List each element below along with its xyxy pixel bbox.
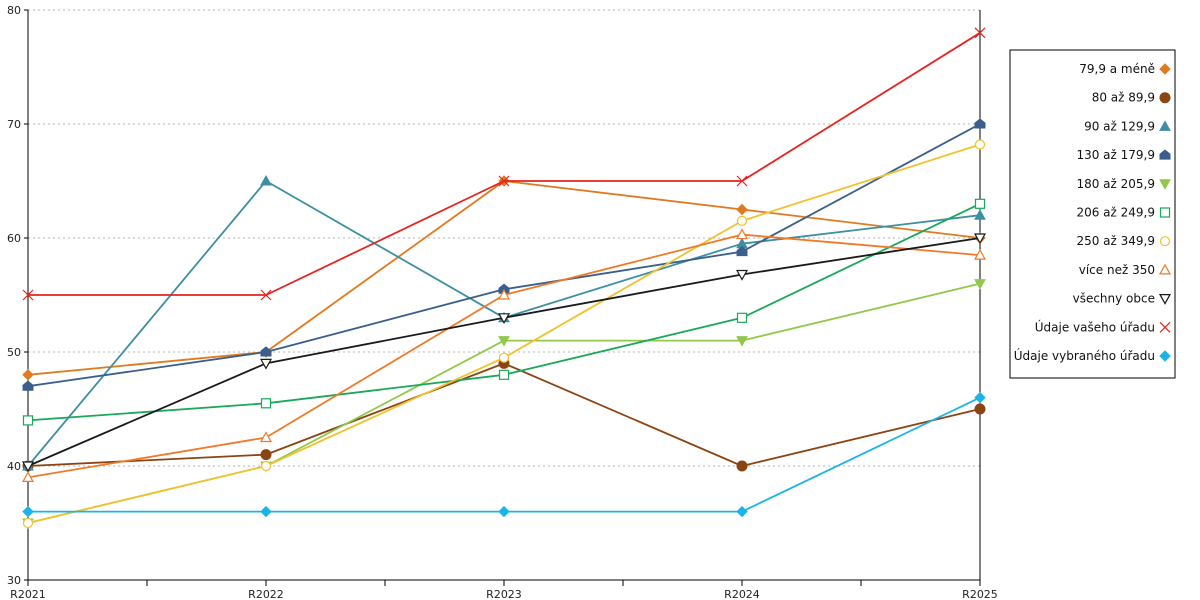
- data-point: [498, 505, 510, 518]
- legend-marker: [1159, 321, 1171, 333]
- series-3: [22, 118, 986, 391]
- data-point: [736, 505, 748, 518]
- legend-label: 250 až 349,9: [1076, 234, 1155, 248]
- data-point: [260, 505, 272, 518]
- legend-marker: [1159, 149, 1171, 160]
- legend-marker: [1159, 120, 1171, 131]
- data-point: [260, 449, 272, 461]
- data-point: [974, 139, 986, 150]
- data-point: [736, 336, 748, 347]
- series-8: [21, 233, 987, 473]
- legend-label: 90 až 129,9: [1084, 119, 1155, 133]
- data-point: [260, 289, 272, 301]
- y-tick-label: 30: [7, 574, 21, 587]
- x-tick-label: R2023: [486, 588, 522, 600]
- legend-marker: [1158, 263, 1172, 275]
- data-point: [22, 517, 34, 529]
- data-point: [735, 228, 749, 240]
- data-point: [260, 174, 272, 186]
- data-point: [21, 461, 35, 473]
- series-7: [21, 228, 987, 482]
- data-point: [974, 118, 986, 129]
- data-point: [736, 215, 748, 226]
- data-point: [22, 505, 34, 518]
- legend-box: [1009, 49, 1176, 379]
- data-point: [259, 431, 273, 443]
- data-point: [974, 209, 986, 220]
- legend-marker: [1159, 350, 1171, 362]
- data-point: [260, 346, 272, 357]
- legend-label: Údaje vybraného úřadu: [1014, 348, 1155, 363]
- data-point: [497, 313, 511, 325]
- y-tick-label: 50: [7, 346, 21, 359]
- data-point: [736, 175, 748, 187]
- data-point: [736, 203, 748, 216]
- data-point: [498, 175, 510, 187]
- legend-marker: [1159, 92, 1171, 104]
- legend-label: 130 až 179,9: [1076, 148, 1155, 162]
- data-point: [973, 233, 987, 245]
- data-point: [259, 358, 273, 370]
- legend: 79,9 a méně 80 až 89,9 90 až 129,9 130 až 1…: [1009, 49, 1176, 379]
- data-point: [736, 312, 748, 323]
- series-line: [27, 123, 981, 388]
- series-6: [22, 139, 986, 529]
- legend-label: Údaje vašeho úřadu: [1035, 319, 1155, 334]
- series-0: [22, 175, 986, 381]
- data-point: [974, 279, 986, 290]
- data-point: [22, 415, 34, 426]
- data-point: [260, 398, 272, 409]
- data-point: [974, 27, 986, 39]
- data-point: [22, 369, 34, 381]
- data-point: [21, 471, 35, 482]
- data-point: [974, 403, 986, 415]
- data-point: [973, 248, 987, 260]
- legend-label: více než 350: [1079, 263, 1155, 277]
- data-point: [498, 336, 510, 347]
- x-tick-label: R2021: [10, 588, 46, 600]
- data-point: [498, 352, 510, 363]
- gridlines: [28, 9, 980, 467]
- data-point: [735, 269, 749, 281]
- y-tick-label: 60: [7, 232, 21, 245]
- x-tick-label: R2025: [962, 588, 998, 600]
- legend-marker: [1159, 63, 1171, 75]
- data-point: [498, 369, 510, 380]
- legend-label: 180 až 205,9: [1076, 177, 1155, 191]
- data-point: [497, 288, 511, 300]
- data-point: [974, 198, 986, 209]
- legend-marker: [1159, 236, 1171, 247]
- data-point: [736, 246, 748, 257]
- x-tick-label: R2022: [248, 588, 284, 600]
- y-tick-label: 70: [7, 118, 21, 131]
- data-point: [22, 289, 34, 301]
- series-9: [22, 27, 986, 301]
- legend-label: 80 až 89,9: [1092, 91, 1155, 105]
- series-lines: [21, 27, 987, 530]
- legend-marker: [1158, 294, 1172, 305]
- y-tick-label: 80: [7, 4, 21, 17]
- data-point: [22, 380, 34, 391]
- legend-marker: [1159, 179, 1171, 190]
- y-tick-label: 40: [7, 460, 21, 473]
- series-line: [28, 396, 981, 513]
- series-10: [22, 391, 986, 518]
- series-line: [28, 32, 981, 296]
- data-point: [260, 460, 272, 472]
- legend-label: 206 až 249,9: [1076, 206, 1155, 220]
- legend-label: všechny obce: [1073, 292, 1155, 306]
- legend-marker: [1159, 207, 1171, 218]
- data-point: [974, 391, 986, 404]
- legend-label: 79,9 a méně: [1079, 62, 1155, 76]
- x-tick-label: R2024: [724, 588, 760, 600]
- data-point: [736, 460, 748, 472]
- series-5: [22, 198, 986, 426]
